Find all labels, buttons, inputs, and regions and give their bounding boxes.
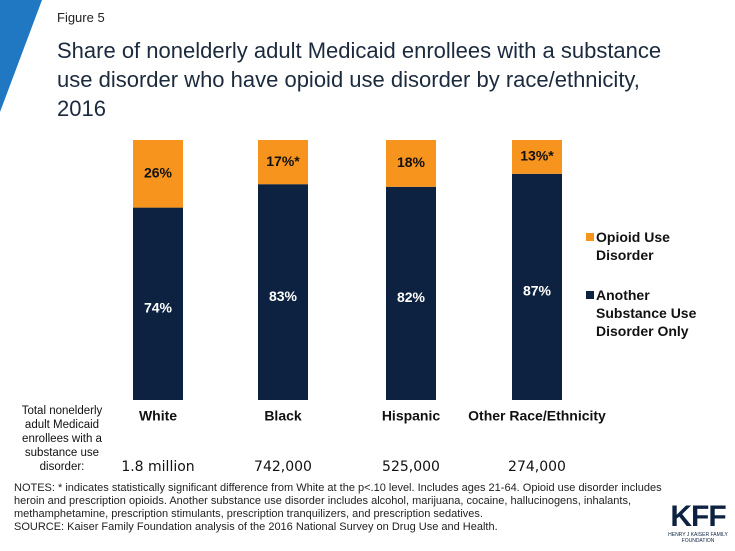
total-value: 742,000	[254, 459, 312, 475]
data-label: 17%*	[266, 153, 300, 169]
bar-segment	[258, 140, 308, 185]
bar-segment	[386, 140, 436, 187]
data-label: 83%	[269, 288, 298, 304]
total-value: 274,000	[508, 459, 566, 475]
bar-segment	[133, 140, 183, 208]
bar-segment	[512, 140, 562, 174]
bar-segment	[512, 173, 562, 400]
corner-accent	[0, 0, 42, 112]
legend-swatch	[586, 291, 594, 299]
bar-segment	[133, 207, 183, 400]
total-value: 1.8 million	[121, 459, 194, 475]
bar-segment	[258, 184, 308, 400]
data-label: 18%	[397, 154, 426, 170]
totals-label: disorder:	[40, 461, 85, 473]
data-label: 87%	[523, 283, 552, 299]
data-label: 26%	[144, 165, 173, 181]
legend-label: Opioid Use Disorder	[596, 229, 670, 263]
figure-label: Figure 5	[57, 10, 105, 25]
data-label: 82%	[397, 289, 426, 305]
x-tick-label: Other Race/Ethnicity	[468, 408, 606, 424]
source: SOURCE: Kaiser Family Foundation analysi…	[14, 521, 498, 533]
totals-label: enrollees with a	[22, 433, 103, 445]
x-tick-label: White	[139, 408, 177, 424]
legend-swatch	[586, 233, 594, 241]
totals-label: substance use	[25, 447, 99, 459]
totals-label: Total nonelderly	[22, 405, 103, 417]
data-label: 74%	[144, 300, 173, 316]
logo-text: KFF	[670, 500, 726, 533]
legend-label: Another Substance Use Disorder Only	[596, 287, 697, 339]
total-value: 525,000	[382, 459, 440, 475]
bar-segment	[386, 186, 436, 400]
x-tick-label: Hispanic	[382, 408, 441, 424]
logo: KFF HENRY J KAISER FAMILY FOUNDATION	[668, 500, 728, 545]
totals-label: adult Medicaid	[25, 419, 99, 431]
notes: NOTES: * indicates statistically signifi…	[14, 482, 662, 520]
data-label: 13%*	[520, 148, 554, 164]
chart-title: Share of nonelderly adult Medicaid enrol…	[57, 38, 662, 121]
logo-subtitle: HENRY J KAISER FAMILY FOUNDATION	[668, 532, 728, 544]
notes-block: NOTES: * indicates statistically signifi…	[14, 482, 664, 534]
x-tick-label: Black	[264, 408, 302, 424]
